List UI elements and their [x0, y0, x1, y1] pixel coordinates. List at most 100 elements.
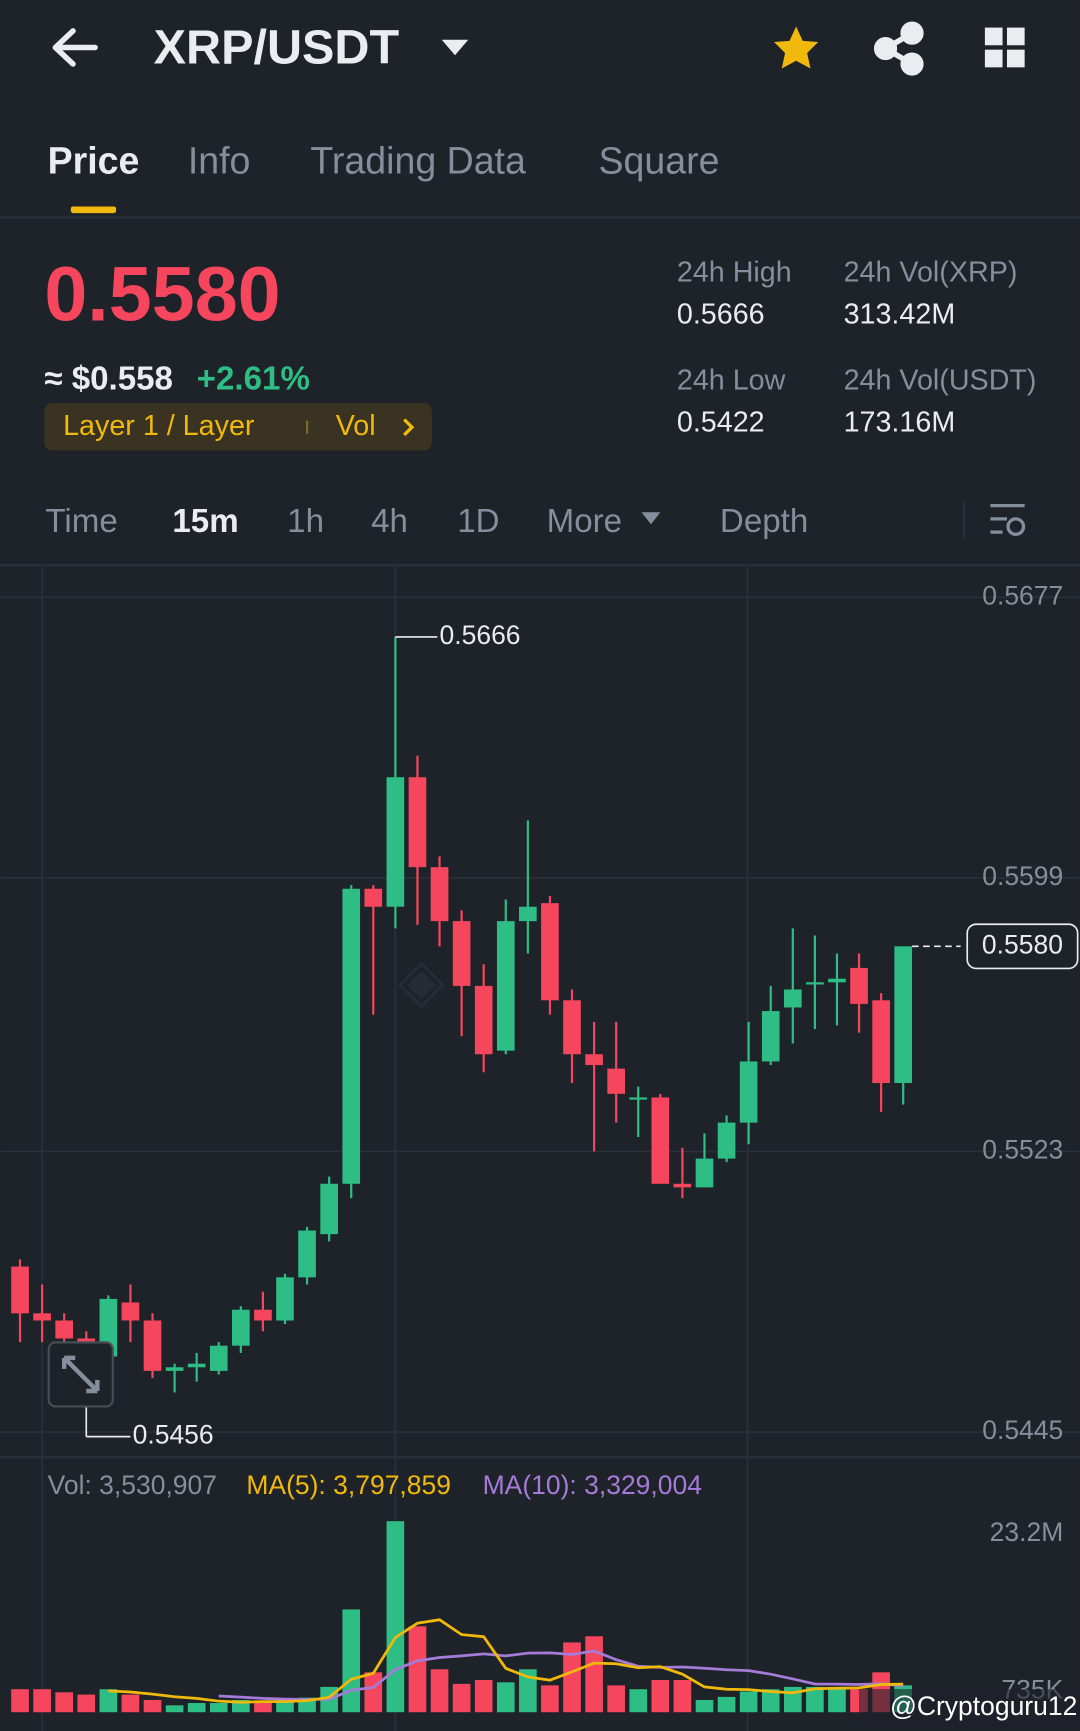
y-tick-label: 0.5445 [982, 1415, 1063, 1445]
volume-bar [496, 1682, 515, 1713]
tag[interactable]: Layer 1 / Layer [63, 410, 255, 442]
volume-bar [209, 1703, 228, 1713]
candle-body [474, 985, 493, 1055]
interval[interactable]: 4h [371, 503, 408, 540]
candle-body [452, 921, 471, 986]
stat-value: 0.5666 [677, 298, 765, 330]
watermark-bg [859, 1689, 1080, 1727]
volume-bar [695, 1699, 714, 1713]
candle-body [231, 1309, 250, 1346]
candle-body [320, 1183, 338, 1235]
candle-body [783, 989, 802, 1008]
ma5-label: MA(5): 3,797,859 [246, 1470, 451, 1500]
interval-active[interactable]: 15m [172, 503, 238, 540]
candle-body [254, 1309, 272, 1321]
stat-value: 313.42M [844, 298, 956, 330]
usd-price: ≈ $0.558 [44, 361, 173, 398]
candle-body [761, 1011, 780, 1062]
interval[interactable]: More [547, 503, 622, 540]
stat-label: 24h Vol(USDT) [844, 365, 1037, 397]
expand-button[interactable] [47, 1341, 114, 1408]
volume-bar [33, 1689, 51, 1713]
tag-vol[interactable]: Vol [336, 410, 376, 442]
candle-body [165, 1367, 184, 1371]
volume-bar [55, 1692, 74, 1713]
min-label: 0.5456 [133, 1420, 214, 1450]
volume-bar [673, 1680, 692, 1713]
candle-body [187, 1363, 206, 1368]
candle-body [386, 777, 405, 907]
volume-bar [121, 1694, 140, 1713]
y-tick-label: 23.2M [990, 1517, 1064, 1547]
tab[interactable]: Info [188, 139, 251, 181]
candle-body [408, 777, 427, 868]
volume-bar [739, 1691, 758, 1713]
last-price-label: 0.5580 [982, 929, 1063, 959]
tab[interactable]: Trading Data [310, 139, 526, 181]
candle-body [143, 1320, 162, 1371]
volume-bar [563, 1642, 581, 1713]
volume-bar [717, 1696, 736, 1713]
volume-bar [629, 1689, 648, 1713]
share-button[interactable] [873, 21, 924, 76]
volume-bar [541, 1685, 559, 1713]
volume-bar [386, 1521, 405, 1713]
candle-body [430, 867, 449, 922]
pair-dropdown[interactable] [441, 39, 469, 56]
pair-title[interactable]: XRP/USDT [154, 21, 400, 75]
volume-bar [828, 1686, 846, 1713]
menu-grid[interactable] [984, 27, 1025, 68]
more-caret [641, 512, 661, 525]
candle-body [496, 921, 515, 1051]
candle-body [55, 1320, 74, 1339]
tab-indicator [70, 206, 117, 214]
interval[interactable]: 1h [287, 503, 324, 540]
price-plot: 0.5677 0.5599 0.5523 0.5445 0.5666 0.5456 0.55… [0, 580, 1080, 1450]
candle-body [585, 1054, 603, 1066]
volume-bar [254, 1702, 272, 1713]
ma5-line [108, 1618, 904, 1704]
volume-bar [806, 1686, 824, 1713]
candle-body [651, 1097, 670, 1184]
candle-body [607, 1068, 626, 1094]
stat-value: 0.5422 [677, 406, 765, 438]
watermark-logo: ◈ [398, 946, 446, 1015]
ma10-line [218, 1649, 904, 1701]
volume-bar [143, 1699, 162, 1713]
candle-body [519, 906, 537, 922]
max-label: 0.5666 [440, 620, 521, 650]
interval[interactable]: Time [45, 503, 117, 540]
tag-box[interactable] [44, 402, 432, 451]
candle-body [695, 1158, 714, 1188]
candle-body [121, 1302, 140, 1321]
candle-body [894, 946, 913, 1084]
volume-bar [452, 1683, 471, 1713]
candle-body [872, 1000, 890, 1084]
volume-label: Vol: 3,530,907 [48, 1470, 217, 1500]
volume-bar [607, 1685, 626, 1713]
chart-settings[interactable] [990, 503, 1026, 536]
candle-body [828, 978, 846, 983]
volume-bar [99, 1689, 118, 1713]
y-tick-label: 0.5599 [982, 861, 1063, 891]
volume-bar [342, 1609, 361, 1713]
volume-bar [519, 1669, 537, 1713]
volume-bar [408, 1626, 427, 1713]
stat-value: 173.16M [844, 406, 956, 438]
interval[interactable]: 1D [457, 503, 499, 540]
y-tick-label: 0.5523 [982, 1134, 1063, 1164]
stat-label: 24h High [677, 256, 792, 288]
candle-body [364, 888, 383, 907]
tab-active[interactable]: Price [48, 139, 140, 181]
volume-bar [761, 1689, 780, 1713]
last-price-box [966, 923, 1079, 970]
back-button[interactable] [52, 28, 98, 67]
ma10-label: MA(10): 3,329,004 [483, 1470, 702, 1500]
candle-body [629, 1097, 648, 1100]
interval[interactable]: Depth [720, 503, 808, 540]
volume-bar [77, 1694, 96, 1713]
favorite-star[interactable] [774, 26, 819, 69]
tab[interactable]: Square [599, 139, 720, 181]
